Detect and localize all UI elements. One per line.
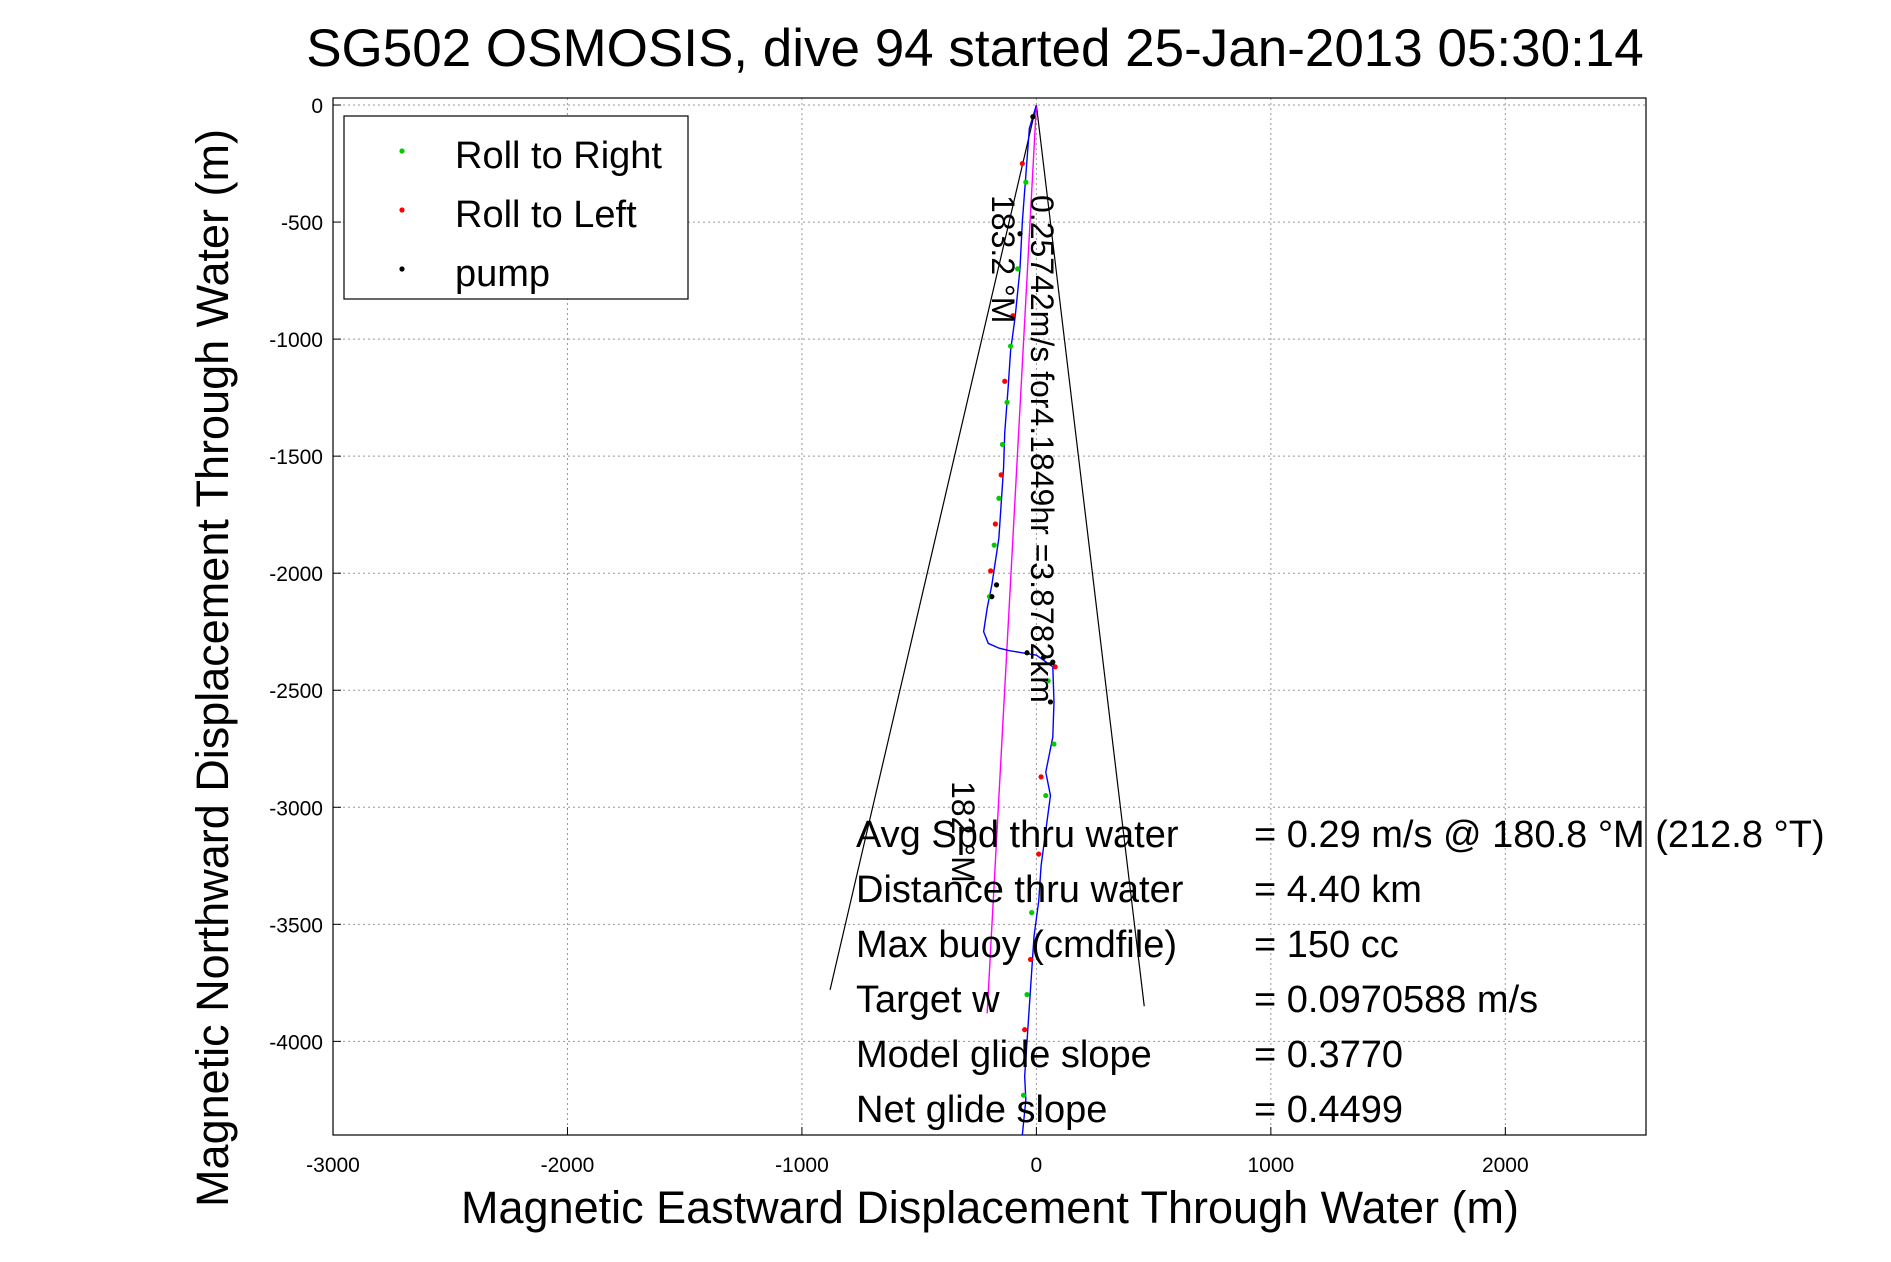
roll-left-point xyxy=(1022,1027,1028,1033)
y-tick-label: -1000 xyxy=(269,329,323,352)
y-tick-label: -4000 xyxy=(269,1031,323,1054)
series-layer xyxy=(829,104,1145,1136)
pump-point xyxy=(1040,654,1047,661)
roll-right-point xyxy=(1029,910,1035,916)
cone-line xyxy=(829,104,1037,991)
y-tick-label: -500 xyxy=(281,212,323,235)
roll-right-point xyxy=(1051,741,1057,747)
roll-right-point xyxy=(1023,179,1029,185)
annotation-value: = 0.29 m/s @ 180.8 °M (212.8 °T) xyxy=(1254,814,1825,856)
x-tick-label: -1000 xyxy=(775,1154,829,1177)
annotation-label: Net glide slope xyxy=(856,1089,1107,1131)
annotation-label: Avg Spd thru water xyxy=(856,814,1179,856)
roll-right-point xyxy=(991,542,997,548)
y-tick-label: -3000 xyxy=(269,797,323,820)
legend-marker xyxy=(399,266,405,272)
legend-marker xyxy=(399,148,405,154)
roll-right-point xyxy=(1004,399,1010,405)
roll-left-point xyxy=(1036,851,1042,857)
roll-left-point xyxy=(1002,378,1008,384)
axis-ticks: -3000 -2000 -1000 0 1000 2000 0 -500 -1000 -1500 -… xyxy=(269,95,1528,1177)
rotated-label: 183.2 °M xyxy=(985,195,1021,323)
roll-left-point xyxy=(1052,664,1058,670)
grid xyxy=(332,98,1646,1135)
y-axis-label: Magnetic Northward Displacement Through … xyxy=(187,129,238,1207)
pump-point xyxy=(1030,114,1036,120)
x-tick-label: 2000 xyxy=(1482,1154,1529,1177)
roll-left-point xyxy=(988,568,994,574)
annotation-value: = 0.0970588 m/s xyxy=(1254,979,1538,1021)
roll-left-point xyxy=(1010,313,1016,319)
roll-right-point xyxy=(999,441,1005,448)
pump-point xyxy=(1024,650,1030,656)
annotation-value: = 0.4499 xyxy=(1254,1089,1403,1131)
x-tick-label: -3000 xyxy=(306,1154,360,1177)
roll-right-point xyxy=(1015,266,1021,272)
rotated-label: 182 °M xyxy=(945,781,981,883)
roll-left-point xyxy=(998,472,1004,478)
roll-left-point xyxy=(1038,774,1044,780)
cone-line xyxy=(1035,104,1145,1007)
y-tick-label: -3500 xyxy=(269,914,323,937)
legend-marker xyxy=(399,207,405,213)
pump-point xyxy=(993,582,1000,588)
annotation-label: Distance thru water xyxy=(856,869,1184,911)
x-tick-label: -2000 xyxy=(541,1154,595,1177)
roll-left-point xyxy=(1019,160,1025,167)
roll-right-point xyxy=(1008,343,1014,349)
y-tick-label: 0 xyxy=(311,95,323,118)
x-tick-label: 0 xyxy=(1031,1154,1043,1177)
roll-left-point xyxy=(1027,956,1034,963)
legend-label: Roll to Left xyxy=(455,194,637,236)
track-line xyxy=(982,104,1055,1136)
legend-label: pump xyxy=(455,253,550,295)
y-tick-label: -2000 xyxy=(269,563,323,586)
rotated-label: 0.25742m/s for4.1849hr =3.8782km xyxy=(1024,195,1060,703)
roll-right-point xyxy=(1043,792,1049,799)
pump-point xyxy=(1017,231,1023,237)
heading-line xyxy=(986,104,1038,1014)
roll-left-point xyxy=(992,521,998,527)
roll-right-point xyxy=(996,495,1002,501)
pump-point xyxy=(989,594,995,600)
annotation-label: Model glide slope xyxy=(856,1034,1152,1076)
annotation-value: = 4.40 km xyxy=(1254,869,1422,911)
roll-right-point xyxy=(1024,991,1030,998)
pump-point xyxy=(1047,699,1054,705)
pump-point xyxy=(1050,659,1056,665)
roll-right-point xyxy=(1045,678,1051,684)
legend-label: Roll to Right xyxy=(455,135,662,177)
annotation-value: = 0.3770 xyxy=(1254,1034,1403,1076)
annotations: Avg Spd thru water = 0.29 m/s @ 180.8 °M … xyxy=(856,814,1825,1131)
x-axis-label: Magnetic Eastward Displacement Through W… xyxy=(461,1182,1519,1233)
y-tick-label: -2500 xyxy=(269,680,323,703)
legend: Roll to Right Roll to Left pump xyxy=(343,115,689,300)
roll-right-point xyxy=(1020,1092,1027,1098)
annotation-label: Max buoy (cmdfile) xyxy=(856,924,1177,966)
annotation-label: Target w xyxy=(856,979,1000,1021)
y-tick-label: -1500 xyxy=(269,446,323,469)
plot-area xyxy=(332,97,1647,1136)
x-tick-label: 1000 xyxy=(1247,1154,1294,1177)
chart-title: SG502 OSMOSIS, dive 94 started 25-Jan-20… xyxy=(306,19,1644,78)
annotation-value: = 150 cc xyxy=(1254,924,1399,966)
